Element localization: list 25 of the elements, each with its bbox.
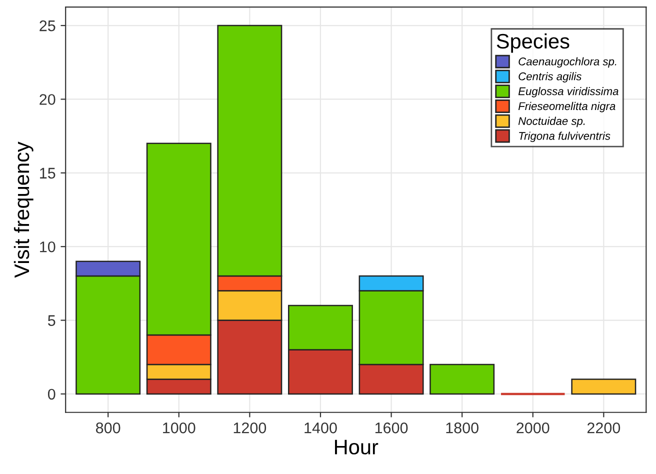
x-axis-title: Hour xyxy=(335,440,378,454)
legend-title: Species xyxy=(496,33,570,53)
legend-label: Frieseomelitta nigra xyxy=(518,102,616,112)
legend-label: Centris agilis xyxy=(518,72,582,82)
x-tick-label: 1200 xyxy=(234,422,266,434)
x-tick-label: 800 xyxy=(96,422,120,434)
y-tick-label: 20 xyxy=(40,94,56,105)
legend-label: Euglossa viridissima xyxy=(518,87,618,98)
bar xyxy=(430,364,495,395)
x-tick-label: 1400 xyxy=(304,422,337,434)
x-tick-label: 1000 xyxy=(163,422,196,434)
x-tick-label: 1800 xyxy=(446,422,478,434)
y-tick-label: 0 xyxy=(48,388,56,400)
legend-label: Trigona fulviventris xyxy=(519,132,610,142)
x-tick-label: 2000 xyxy=(516,422,550,434)
legend-label: Caenaugochlora sp. xyxy=(518,57,616,68)
y-tick-label: 25 xyxy=(40,20,56,32)
bar xyxy=(571,378,636,395)
x-tick-label: 1600 xyxy=(375,422,408,434)
legend-label: Noctuidae sp. xyxy=(518,116,585,128)
y-axis-title: Visit frequency xyxy=(14,142,34,278)
y-tick-label: 10 xyxy=(40,241,56,252)
y-tick-label: 15 xyxy=(40,168,56,179)
x-tick-label: 2200 xyxy=(587,422,620,434)
y-tick-label: 5 xyxy=(48,315,56,326)
